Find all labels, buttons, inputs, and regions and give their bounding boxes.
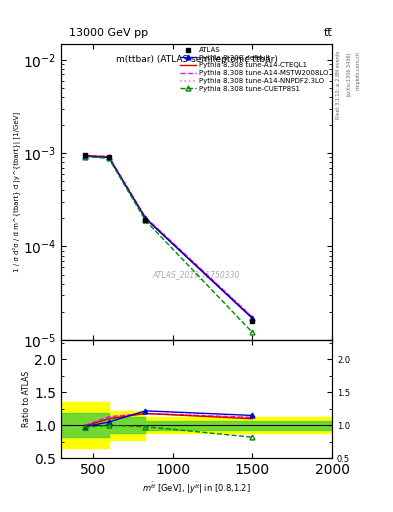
Text: 13000 GeV pp: 13000 GeV pp — [69, 28, 148, 38]
Text: m(ttbar) (ATLAS semileptonic ttbar): m(ttbar) (ATLAS semileptonic ttbar) — [116, 55, 277, 65]
Text: mcplots.cern.ch: mcplots.cern.ch — [356, 51, 361, 90]
Text: Rivet 3.1.10, ≥ 2.8M events: Rivet 3.1.10, ≥ 2.8M events — [336, 51, 341, 119]
Y-axis label: Ratio to ATLAS: Ratio to ATLAS — [22, 371, 31, 427]
Text: ATLAS_2019_I1750330: ATLAS_2019_I1750330 — [153, 270, 240, 279]
Text: tt̅: tt̅ — [323, 28, 332, 38]
Text: [arXiv:1306.3436]: [arXiv:1306.3436] — [346, 51, 351, 96]
Legend: ATLAS, Pythia 8.308 default, Pythia 8.308 tune-A14-CTEQL1, Pythia 8.308 tune-A14: ATLAS, Pythia 8.308 default, Pythia 8.30… — [179, 46, 330, 93]
X-axis label: $m^{\bar{t}t\!}$ [GeV], $|y^{\bar{t}t\!}|$ in [0.8,1.2]: $m^{\bar{t}t\!}$ [GeV], $|y^{\bar{t}t\!}… — [142, 480, 251, 496]
Y-axis label: 1 / σ d²σ / d m^{tbart} d |y^{tbart}| [1/GeV]: 1 / σ d²σ / d m^{tbart} d |y^{tbart}| [1… — [13, 112, 21, 272]
